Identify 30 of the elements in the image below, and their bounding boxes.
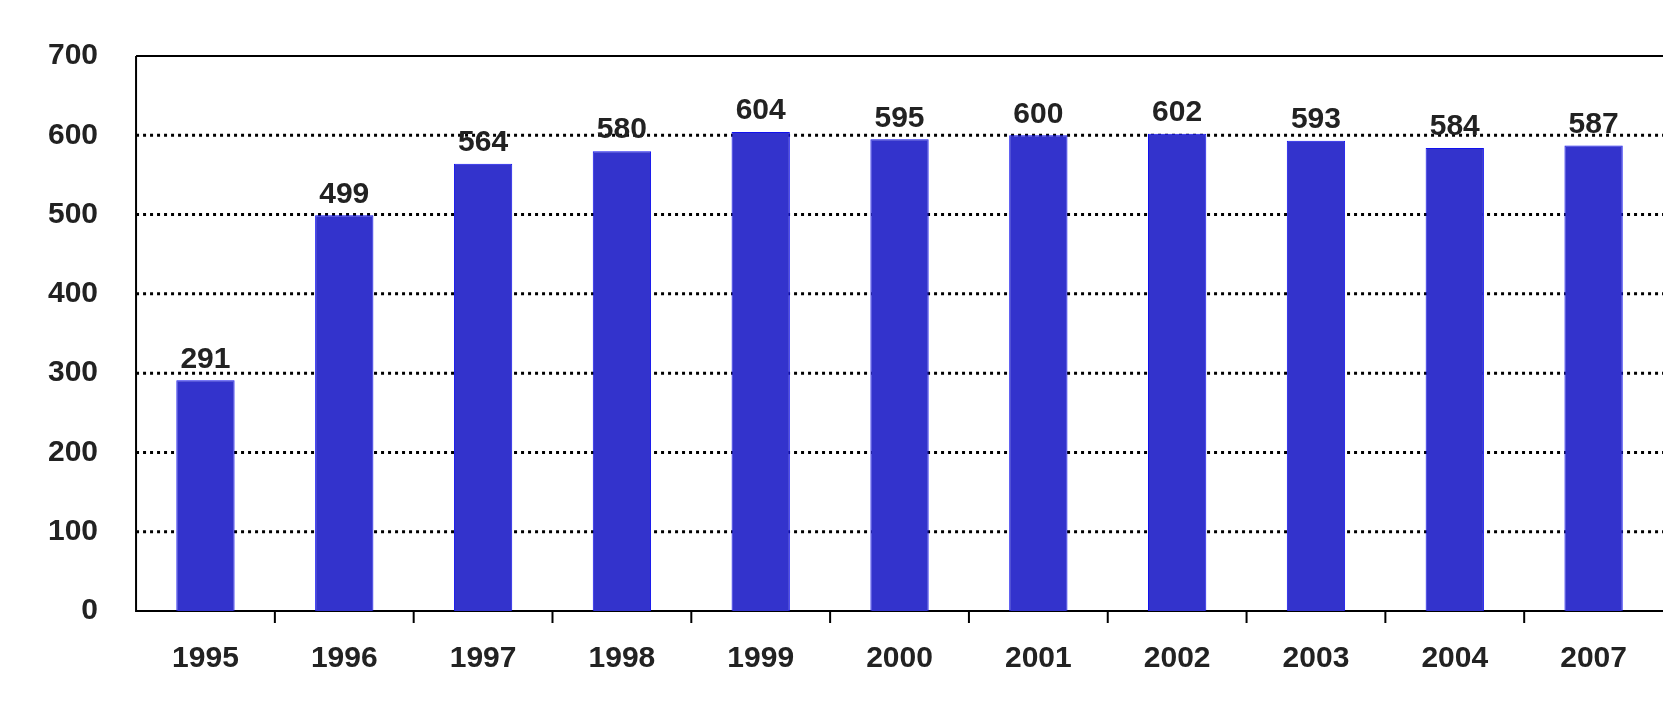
y-tick-label: 200	[47, 433, 99, 467]
x-tick-label: 2007	[1560, 640, 1627, 674]
y-tick-label: 400	[47, 275, 99, 309]
data-label: 593	[1290, 101, 1341, 135]
y-tick-label: 300	[47, 354, 99, 388]
data-label: 604	[735, 92, 787, 126]
x-tick-label: 2000	[866, 640, 933, 674]
y-tick-label: 0	[81, 592, 99, 626]
x-tick-label: 2001	[1004, 640, 1072, 674]
x-tick-label: 1998	[588, 640, 656, 674]
y-tick-label: 600	[47, 116, 99, 150]
data-label: 587	[1568, 105, 1619, 139]
x-tick-label: 1995	[172, 640, 239, 674]
y-tick-label: 500	[47, 195, 99, 229]
x-tick-label: 2003	[1282, 640, 1350, 674]
data-label: 580	[596, 111, 647, 145]
y-tick-label: 700	[47, 37, 99, 71]
x-tick-label: 1997	[449, 640, 517, 674]
data-label: 600	[1013, 95, 1064, 129]
data-label: 564	[458, 124, 509, 158]
x-tick-label: 2002	[1143, 640, 1211, 674]
y-tick-label: 100	[47, 512, 99, 546]
x-tick-label: 2004	[1421, 640, 1489, 674]
data-label: 291	[180, 340, 231, 374]
x-tick-label: 1999	[727, 640, 795, 674]
data-label: 584	[1429, 108, 1481, 142]
x-tick-label: 1996	[310, 640, 378, 674]
data-label: 595	[874, 99, 925, 133]
data-label: 602	[1152, 93, 1203, 127]
data-label: 499	[319, 175, 370, 209]
